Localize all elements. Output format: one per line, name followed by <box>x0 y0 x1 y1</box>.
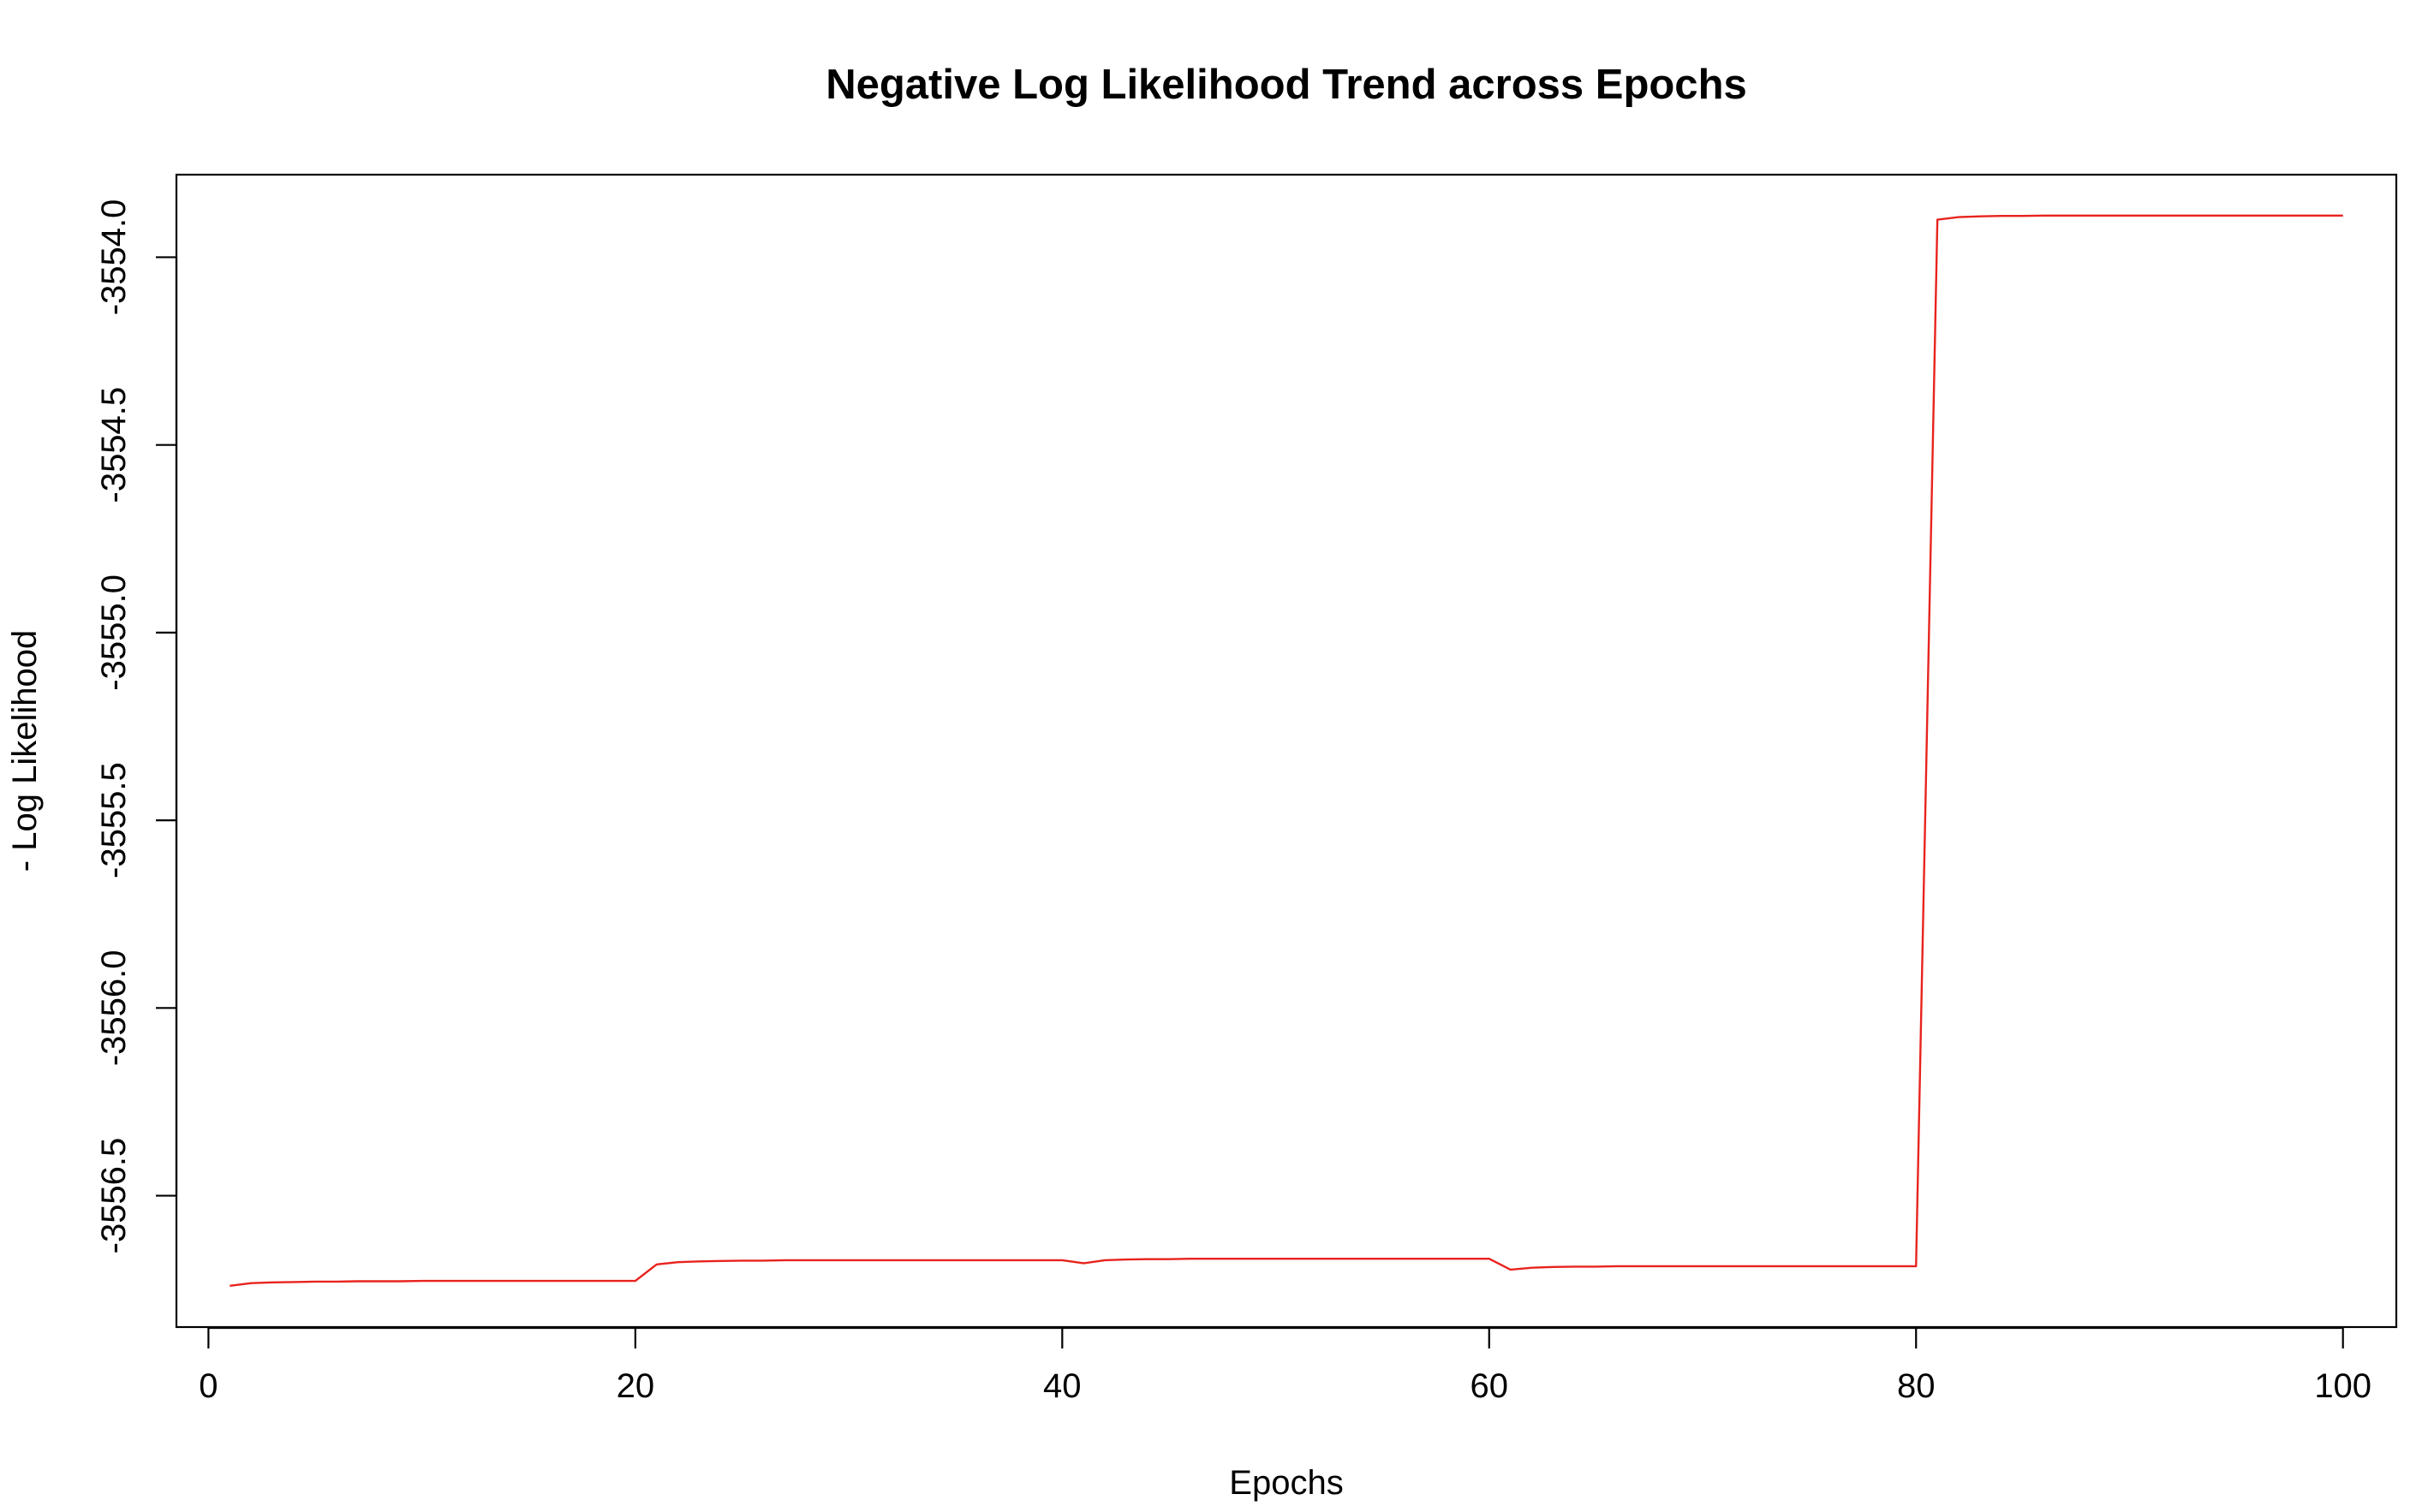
x-tick-label: 40 <box>1043 1367 1082 1405</box>
x-tick-label: 60 <box>1471 1367 1509 1405</box>
plot-frame <box>175 173 2398 1329</box>
y-tick-label: -3556.5 <box>95 1138 133 1254</box>
y-axis-label: - Log Likelihood <box>6 630 44 872</box>
y-tick-label: -3556.0 <box>95 949 133 1066</box>
y-tick-label: -3555.5 <box>95 762 133 878</box>
chart-title: Negative Log Likelihood Trend across Epo… <box>826 62 1747 108</box>
x-tick-label: 0 <box>199 1367 218 1405</box>
x-tick-label: 20 <box>617 1367 655 1405</box>
x-tick-label: 80 <box>1897 1367 1936 1405</box>
y-axis: -3556.5 -3556.0 -3555.5 -3555.0 -3554.5 -3554… <box>95 199 178 1254</box>
y-tick-label: -3554.5 <box>95 387 133 503</box>
x-axis: 0 20 40 60 80 100 <box>199 1326 2371 1405</box>
x-tick-label: 100 <box>2314 1367 2371 1405</box>
x-axis-label: Epochs <box>1229 1464 1343 1502</box>
y-tick-label: -3554.0 <box>95 199 133 316</box>
y-tick-label: -3555.0 <box>95 574 133 691</box>
series-line <box>230 214 2343 1287</box>
